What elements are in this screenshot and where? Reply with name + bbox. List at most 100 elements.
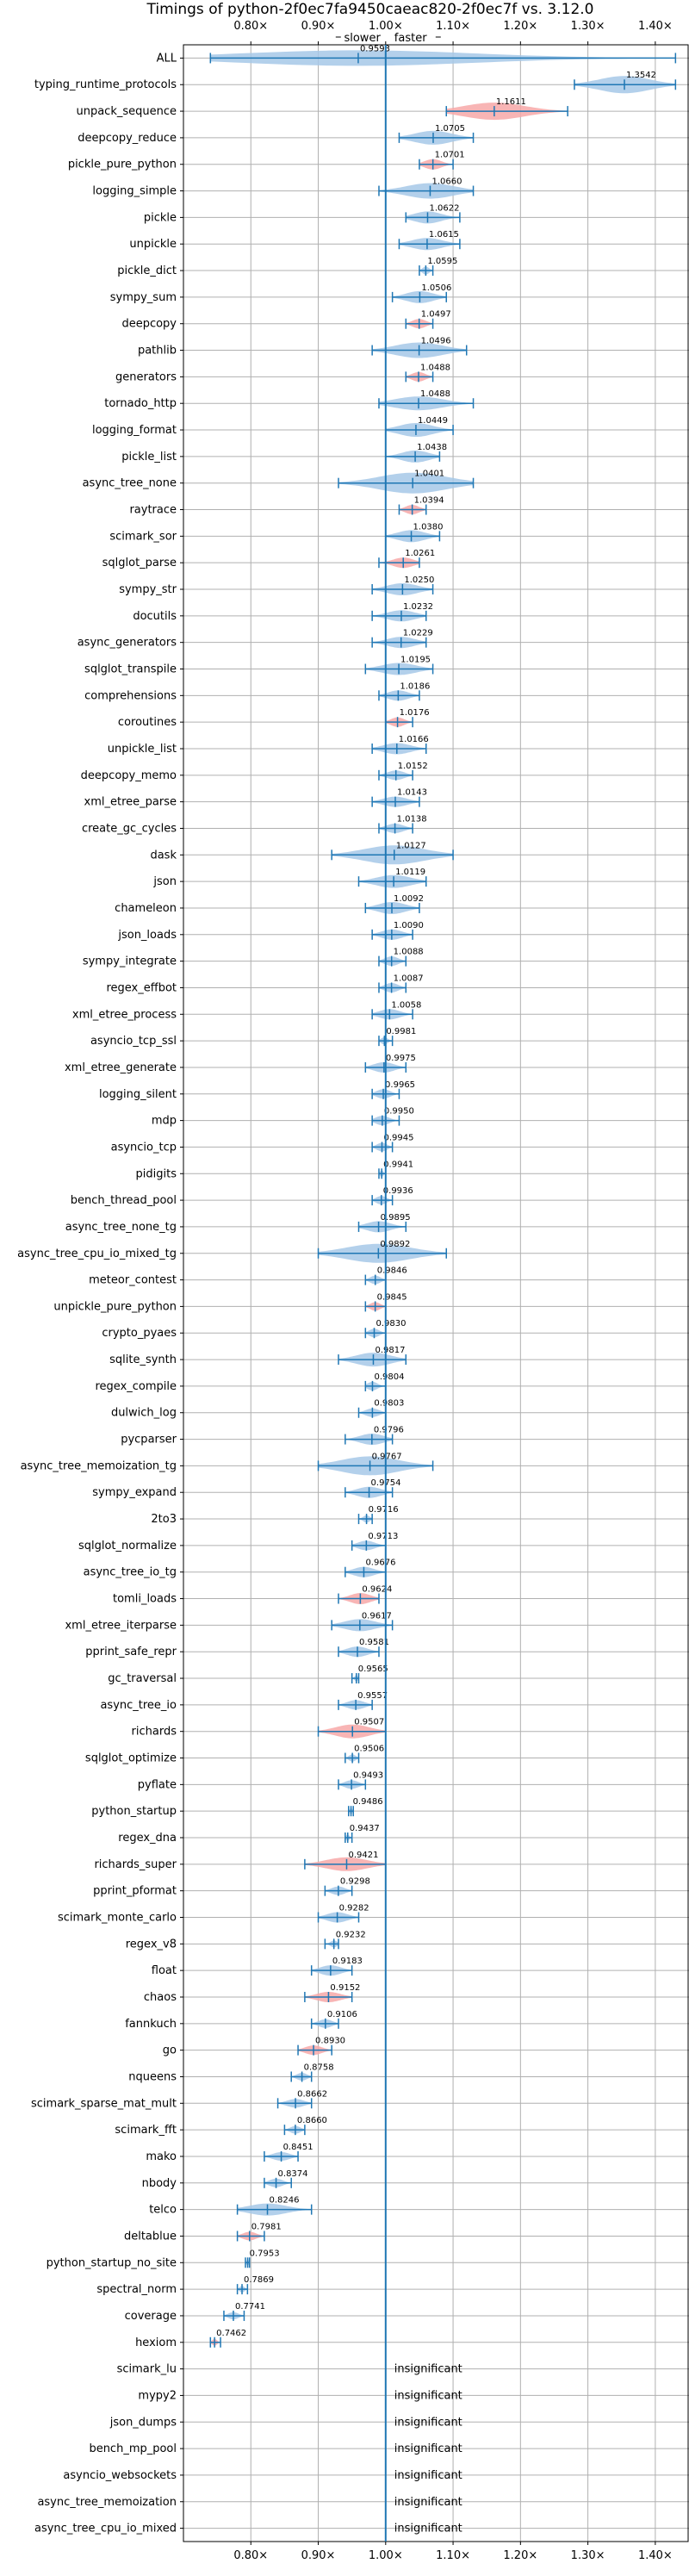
- insignificant-label: insignificant: [394, 2389, 462, 2402]
- value-label: 0.9936: [383, 1186, 413, 1196]
- category-label: json_loads: [117, 929, 177, 942]
- value-label: 1.0622: [429, 203, 459, 213]
- value-label: 0.9282: [339, 1904, 369, 1913]
- x-tick-label-bottom: 0.90×: [301, 2549, 336, 2562]
- value-label: 1.0092: [394, 894, 424, 904]
- category-label: chameleon: [115, 902, 177, 915]
- category-label: 2to3: [151, 1513, 177, 1526]
- value-label: 1.1611: [496, 97, 526, 107]
- value-label: 0.9624: [362, 1585, 392, 1595]
- insignificant-label: insignificant: [394, 2496, 462, 2509]
- category-label: coroutines: [118, 716, 177, 729]
- value-label: 0.9796: [374, 1426, 404, 1435]
- value-label: 1.0496: [421, 337, 451, 346]
- category-label: regex_effbot: [106, 981, 177, 994]
- value-label: 1.0394: [414, 496, 444, 506]
- value-label: 1.0195: [400, 656, 431, 665]
- category-label: async_tree_cpu_io_mixed: [34, 2523, 177, 2536]
- value-label: 1.0088: [394, 948, 424, 957]
- x-tick-label-top: 1.20×: [503, 20, 537, 33]
- category-label: comprehensions: [84, 689, 177, 702]
- value-label: 0.9945: [383, 1133, 413, 1142]
- category-label: pprint_safe_repr: [85, 1646, 177, 1658]
- value-label: 0.7741: [235, 2302, 265, 2312]
- value-label: 0.9183: [332, 1957, 363, 1966]
- category-label: async_tree_cpu_io_mixed_tg: [17, 1248, 177, 1260]
- category-label: unpack_sequence: [76, 105, 177, 118]
- value-label: 0.9581: [359, 1638, 389, 1647]
- category-label: logging_format: [92, 424, 177, 437]
- category-label: dulwich_log: [111, 1407, 177, 1420]
- value-label: 1.0176: [400, 708, 430, 718]
- value-label: 0.9298: [340, 1877, 370, 1887]
- category-label: asyncio_tcp_ssl: [90, 1035, 177, 1048]
- category-label: create_gc_cycles: [82, 822, 177, 835]
- label-layer: ALL 0.9593 typing_runtime_protocols 1.3542 u…: [17, 44, 656, 2535]
- value-label: 0.9565: [358, 1664, 388, 1674]
- value-label: 0.9975: [386, 1054, 416, 1063]
- value-label: 1.0143: [397, 788, 427, 798]
- plot-frame: [183, 44, 689, 2542]
- category-label: bench_thread_pool: [71, 1194, 177, 1207]
- category-label: sympy_str: [119, 583, 177, 596]
- category-label: unpickle: [129, 238, 177, 251]
- category-label: xml_etree_iterparse: [65, 1619, 177, 1632]
- value-label: 1.0166: [399, 735, 429, 744]
- category-label: typing_runtime_protocols: [34, 78, 177, 91]
- category-label: regex_v8: [126, 1938, 177, 1951]
- category-label: json_dumps: [109, 2416, 177, 2429]
- x-tick-label-bottom: 1.00×: [369, 2549, 403, 2562]
- value-label: 0.7981: [251, 2222, 282, 2231]
- category-label: dask: [150, 849, 177, 862]
- category-label: xml_etree_generate: [65, 1061, 177, 1074]
- value-label: 1.0058: [391, 1000, 421, 1010]
- axis-layer: 0.80× 0.80× 0.90× 0.90× 1.00× 1.00× 1.10× 1.10×…: [180, 20, 689, 2562]
- category-label: go: [163, 2044, 177, 2057]
- category-label: richards: [132, 1726, 177, 1739]
- category-label: python_startup_no_site: [47, 2256, 177, 2269]
- insignificant-label: insignificant: [394, 2523, 462, 2536]
- category-label: scimark_monte_carlo: [58, 1912, 177, 1925]
- x-tick-label-bottom: 1.30×: [571, 2549, 605, 2562]
- value-label: 1.0705: [435, 124, 465, 134]
- category-label: sqlglot_parse: [102, 557, 177, 569]
- value-label: 0.9965: [385, 1080, 415, 1090]
- category-label: meteor_contest: [89, 1274, 177, 1287]
- value-label: 1.0138: [397, 814, 427, 824]
- value-label: 1.0449: [418, 416, 448, 426]
- category-label: sqlglot_transpile: [84, 663, 177, 676]
- category-label: sympy_integrate: [83, 955, 177, 968]
- category-label: sqlite_synth: [109, 1353, 177, 1366]
- x-tick-label-top: 0.90×: [301, 20, 336, 33]
- value-label: 1.0186: [400, 681, 430, 691]
- insignificant-label: insignificant: [394, 2363, 462, 2376]
- category-label: pidigits: [136, 1167, 177, 1180]
- value-label: 0.9830: [376, 1319, 406, 1328]
- value-label: 0.9593: [360, 44, 390, 53]
- category-label: scimark_sor: [109, 530, 177, 543]
- category-label: pycparser: [121, 1434, 177, 1447]
- category-label: deepcopy_memo: [81, 769, 177, 782]
- value-label: 0.9106: [327, 2010, 357, 2019]
- category-label: async_tree_io_tg: [84, 1566, 177, 1579]
- category-label: async_tree_none_tg: [65, 1221, 177, 1234]
- category-label: pickle: [144, 211, 177, 224]
- value-label: 1.0615: [429, 230, 459, 240]
- category-label: crypto_pyaes: [102, 1327, 177, 1340]
- x-tick-label-bottom: 1.40×: [638, 2549, 673, 2562]
- category-label: sqlglot_optimize: [85, 1752, 177, 1765]
- value-label: 0.9845: [377, 1292, 407, 1302]
- category-label: richards_super: [94, 1858, 177, 1871]
- category-label: async_tree_memoization_tg: [21, 1459, 177, 1472]
- category-label: raytrace: [129, 504, 177, 517]
- category-label: python_startup: [91, 1805, 177, 1818]
- value-label: 0.9493: [353, 1770, 383, 1780]
- category-label: mypy2: [138, 2389, 177, 2402]
- category-label: pickle_pure_python: [68, 159, 177, 171]
- value-label: 0.7953: [250, 2249, 280, 2258]
- category-label: chaos: [144, 1991, 177, 2004]
- category-label: asyncio_tcp: [111, 1141, 177, 1154]
- value-label: 0.9941: [383, 1160, 413, 1169]
- value-label: 1.0152: [398, 762, 428, 771]
- value-label: 1.0497: [421, 310, 451, 320]
